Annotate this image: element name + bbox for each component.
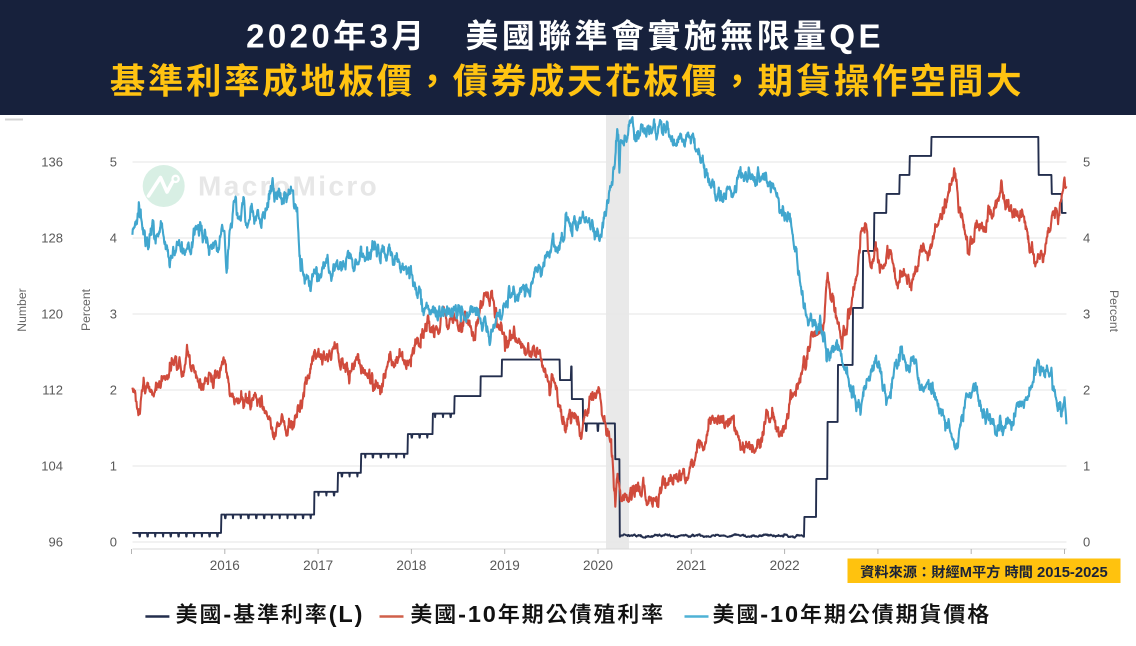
svg-text:(L): (L) — [329, 601, 365, 627]
svg-text:2022: 2022 — [770, 558, 800, 573]
svg-text:136: 136 — [41, 155, 63, 170]
svg-text:-10: -10 — [760, 601, 800, 627]
svg-text:MacroMicro: MacroMicro — [198, 171, 379, 202]
svg-text:5: 5 — [110, 155, 117, 170]
svg-text:M: M — [960, 565, 972, 581]
svg-text:0: 0 — [1083, 535, 1090, 550]
svg-text:2: 2 — [110, 383, 117, 398]
svg-text:3: 3 — [110, 307, 117, 322]
svg-text:5: 5 — [1083, 155, 1090, 170]
svg-text:Percent: Percent — [79, 288, 93, 331]
svg-text:104: 104 — [41, 459, 63, 474]
svg-text:0: 0 — [110, 535, 117, 550]
svg-text:1: 1 — [1083, 459, 1090, 474]
svg-text:2020: 2020 — [583, 558, 613, 573]
svg-text:112: 112 — [42, 383, 63, 398]
svg-text:2017: 2017 — [303, 558, 333, 573]
svg-text:1: 1 — [110, 459, 117, 474]
svg-text:-: - — [223, 601, 233, 627]
svg-text:3: 3 — [1083, 307, 1090, 322]
svg-text:128: 128 — [41, 231, 63, 246]
svg-text:2019: 2019 — [490, 558, 520, 573]
svg-text:3: 3 — [370, 18, 392, 55]
svg-text:2016: 2016 — [210, 558, 240, 573]
svg-text:2018: 2018 — [396, 558, 426, 573]
svg-text:QE: QE — [829, 18, 883, 55]
svg-text:-10: -10 — [458, 601, 498, 627]
svg-text:4: 4 — [110, 231, 117, 246]
svg-text:2: 2 — [1083, 383, 1090, 398]
svg-text:2015-2025: 2015-2025 — [1037, 565, 1108, 581]
svg-text:2020: 2020 — [246, 18, 333, 55]
svg-text:96: 96 — [49, 535, 63, 550]
svg-text:Number: Number — [15, 288, 29, 331]
svg-text:120: 120 — [41, 307, 63, 322]
svg-text:2021: 2021 — [676, 558, 706, 573]
svg-text:Percent: Percent — [1107, 290, 1121, 333]
svg-text:4: 4 — [1083, 231, 1090, 246]
